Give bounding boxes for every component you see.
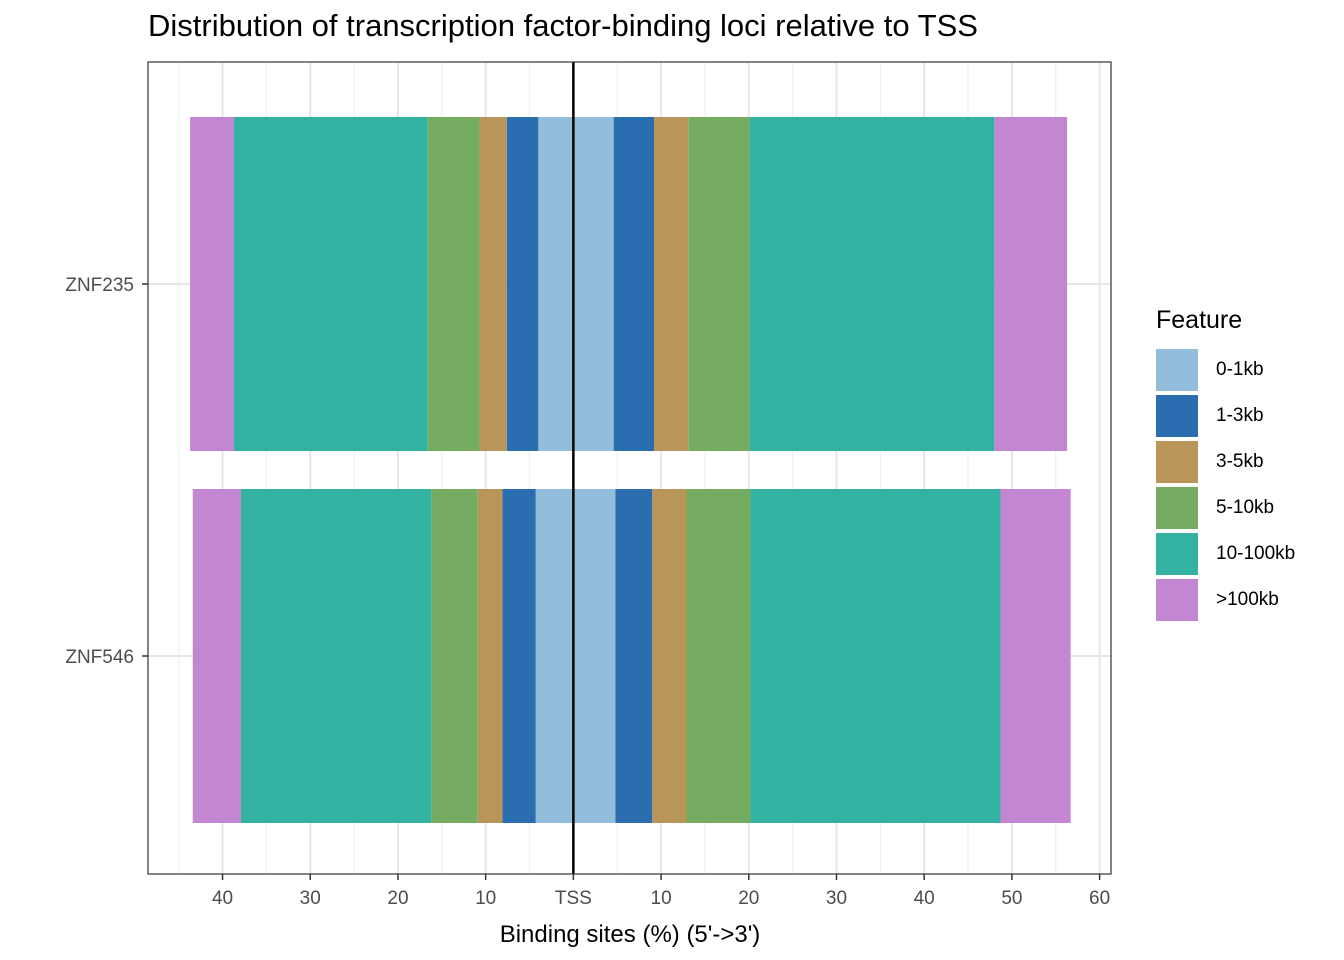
legend-swatch [1156,579,1198,621]
bar-segment [749,117,995,451]
legend-label: 1-3kb [1216,405,1264,426]
bar-segment [688,117,750,451]
bar-segment [233,117,428,451]
legend-swatch [1156,395,1198,437]
bar-segment [615,489,653,823]
x-tick-label: 30 [826,888,847,909]
legend-swatch [1156,533,1198,575]
y-axis: ZNF235 ZNF546 [65,275,148,668]
bar-segment [613,117,655,451]
x-tick-label: 20 [738,888,759,909]
x-tick-label: TSS [555,888,592,909]
legend-item: 3-5kb [1156,439,1295,485]
legend-swatch [1156,441,1198,483]
bar-segment [1000,489,1071,823]
legend-label: >100kb [1216,589,1279,610]
bar-segment [538,117,574,451]
legend-label: 3-5kb [1216,451,1264,472]
legend-item: 10-100kb [1156,531,1295,577]
bar-segment [535,489,574,823]
legend-label: 5-10kb [1216,497,1275,518]
y-tick-label: ZNF546 [65,647,134,668]
x-tick-label: 50 [1001,888,1022,909]
bar-segment [652,489,687,823]
legend-swatch [1156,349,1198,391]
x-tick-label: 20 [387,888,408,909]
bar-segment [573,489,616,823]
panel-border [147,61,1112,875]
bar-segment [479,117,507,451]
bar-segment [477,489,503,823]
bar-segment [686,489,751,823]
bar-segment [190,117,234,451]
bar-segment [192,489,241,823]
legend-items: 0-1kb 1-3kb 3-5kb 5-10kb 10-100kb >100kb [1156,347,1295,623]
bar-segment [427,117,480,451]
legend-swatch [1156,487,1198,529]
bar-segment [502,489,536,823]
legend-item: 0-1kb [1156,347,1295,393]
legend-label: 0-1kb [1216,359,1264,380]
legend-item: >100kb [1156,577,1295,623]
y-tick-label: ZNF235 [65,275,134,296]
x-tick-label: 10 [651,888,672,909]
bar-segment [431,489,478,823]
x-tick-label: 30 [300,888,321,909]
bar-segment [240,489,432,823]
x-axis: 40 30 20 10 TSS 10 20 30 40 50 60 [212,874,1110,909]
bar-segment [506,117,539,451]
legend-title: Feature [1156,306,1243,334]
x-tick-label: 40 [914,888,935,909]
legend: Feature 0-1kb 1-3kb 3-5kb 5-10kb 10-100kb >10… [1156,306,1295,623]
x-tick-label: 40 [212,888,233,909]
legend-item: 5-10kb [1156,485,1295,531]
chart-title: Distribution of transcription factor-bin… [148,8,978,43]
x-tick-label: 60 [1089,888,1110,909]
bar-segment [750,489,1001,823]
x-axis-title: Binding sites (%) (5'->3') [500,921,761,948]
legend-label: 10-100kb [1216,543,1296,564]
x-tick-label: 10 [475,888,496,909]
bar-segment [573,117,614,451]
legend-item: 1-3kb [1156,393,1295,439]
bar-segment [654,117,689,451]
bar-segment [994,117,1068,451]
bars [190,117,1071,823]
